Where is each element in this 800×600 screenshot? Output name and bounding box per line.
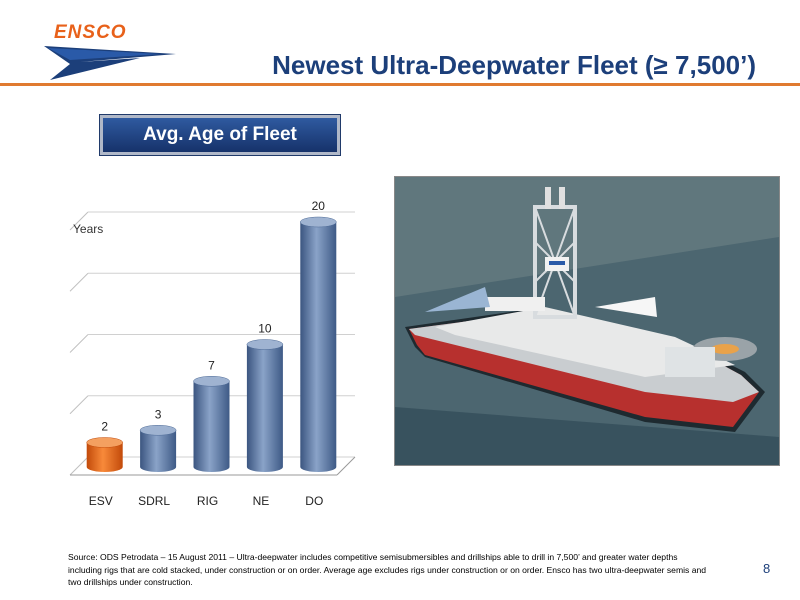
gridline-slant — [69, 334, 89, 353]
floor-right-edge — [336, 456, 356, 476]
bar-sdrl — [140, 430, 177, 472]
fleet-age-chart: Years 2 ESV 3 SDRL 7 RIG 10 NE 20 DO — [69, 199, 356, 508]
gridline-slant — [69, 395, 89, 415]
category-label-esv: ESV — [89, 494, 113, 508]
bar-cap-rig — [193, 376, 230, 387]
page-title: Newest Ultra-Deepwater Fleet (≥ 7,500’) — [272, 50, 756, 80]
source-footnote: Source: ODS Petrodata – 15 August 2011 –… — [68, 552, 707, 587]
bar-cap-ne — [246, 339, 284, 350]
chart-header-box: Avg. Age of Fleet — [99, 114, 341, 156]
logo-swoosh-icon — [44, 46, 176, 80]
bar-rig — [193, 381, 230, 472]
bar-cap-esv — [86, 437, 123, 448]
bar-do — [300, 222, 337, 472]
bar-cap-sdrl — [139, 425, 177, 436]
y-axis-label: Years — [73, 222, 103, 236]
bar-ne — [246, 344, 283, 472]
data-label-sdrl: 3 — [155, 407, 162, 421]
data-label-ne: 10 — [258, 322, 272, 336]
logo-text: ENSCO — [54, 22, 127, 43]
data-label-rig: 7 — [208, 358, 215, 372]
drillship-icon — [395, 177, 779, 465]
category-label-ne: NE — [253, 494, 270, 508]
data-label-esv: 2 — [101, 420, 108, 434]
bar-esv — [86, 442, 123, 472]
drillship-photo — [394, 176, 780, 466]
page-number: 8 — [763, 561, 771, 576]
title-divider — [0, 83, 800, 86]
gridline-slant — [69, 456, 89, 476]
category-label-do: DO — [305, 494, 323, 508]
bar-cap-do — [300, 216, 337, 228]
gridline-slant — [69, 211, 89, 231]
category-label-rig: RIG — [197, 494, 218, 508]
data-label-do: 20 — [312, 199, 326, 213]
ensco-logo: ENSCO — [40, 18, 190, 80]
gridline-slant — [69, 272, 89, 292]
category-label-sdrl: SDRL — [138, 494, 170, 508]
